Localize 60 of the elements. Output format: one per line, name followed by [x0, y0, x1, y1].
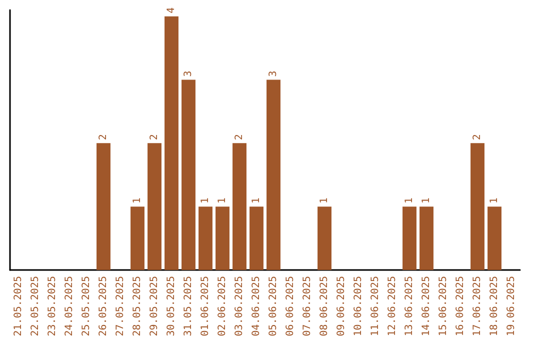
x-tick-label: 14.06.2025 — [421, 276, 432, 336]
x-tick-label: 16.06.2025 — [455, 276, 466, 336]
data-label: 2 — [98, 134, 109, 140]
bar — [420, 206, 434, 270]
x-tick-label: 10.06.2025 — [353, 276, 364, 336]
data-label: 3 — [183, 70, 194, 77]
x-tick-label: 06.06.2025 — [285, 276, 296, 336]
x-tick-label: 28.05.2025 — [132, 276, 143, 336]
x-tick-label: 21.05.2025 — [13, 276, 24, 336]
bar — [250, 206, 264, 270]
bar — [402, 206, 416, 270]
data-label: 1 — [200, 198, 211, 204]
x-tick-label: 18.06.2025 — [489, 276, 500, 336]
bar — [266, 80, 280, 270]
data-label: 1 — [132, 198, 143, 204]
x-tick-label: 26.05.2025 — [98, 276, 109, 336]
x-tick-label: 25.05.2025 — [81, 276, 92, 336]
bar — [488, 206, 502, 270]
x-tick-label: 11.06.2025 — [370, 276, 381, 336]
data-label: 3 — [268, 70, 279, 77]
bar — [130, 206, 144, 270]
data-label: 1 — [319, 198, 330, 204]
data-label: 1 — [217, 198, 228, 204]
bar — [470, 143, 484, 270]
x-tick-label: 05.06.2025 — [268, 276, 279, 336]
bar — [148, 143, 162, 270]
bar — [164, 16, 178, 270]
bar — [232, 143, 246, 270]
data-label: 2 — [149, 134, 160, 140]
data-label: 2 — [472, 134, 483, 140]
data-label: 1 — [421, 198, 432, 204]
data-label: 1 — [251, 198, 262, 204]
x-tick-label: 09.06.2025 — [336, 276, 347, 336]
x-tick-label: 15.06.2025 — [438, 276, 449, 336]
bar — [198, 206, 212, 270]
x-tick-label: 17.06.2025 — [472, 276, 483, 336]
data-label: 4 — [166, 7, 177, 14]
bar — [216, 206, 230, 270]
x-tick-label: 30.05.2025 — [166, 276, 177, 336]
bar — [182, 80, 196, 270]
data-label: 2 — [234, 134, 245, 140]
data-label: 1 — [489, 198, 500, 204]
x-tick-label: 13.06.2025 — [404, 276, 415, 336]
x-tick-label: 03.06.2025 — [234, 276, 245, 336]
x-tick-label: 02.06.2025 — [217, 276, 228, 336]
x-tick-label: 22.05.2025 — [30, 276, 41, 336]
bar — [96, 143, 110, 270]
bar — [318, 206, 332, 270]
x-tick-label: 12.06.2025 — [387, 276, 398, 336]
x-tick-label: 23.05.2025 — [47, 276, 58, 336]
x-tick-label: 31.05.2025 — [183, 276, 194, 336]
x-tick-label: 27.05.2025 — [115, 276, 126, 336]
x-tick-label: 24.05.2025 — [64, 276, 75, 336]
x-tick-label: 01.06.2025 — [200, 276, 211, 336]
x-tick-label: 07.06.2025 — [302, 276, 313, 336]
data-label: 1 — [404, 198, 415, 204]
x-tick-label: 29.05.2025 — [149, 276, 160, 336]
x-tick-label: 19.06.2025 — [506, 276, 517, 336]
x-tick-label: 08.06.2025 — [319, 276, 330, 336]
x-tick-label: 04.06.2025 — [251, 276, 262, 336]
